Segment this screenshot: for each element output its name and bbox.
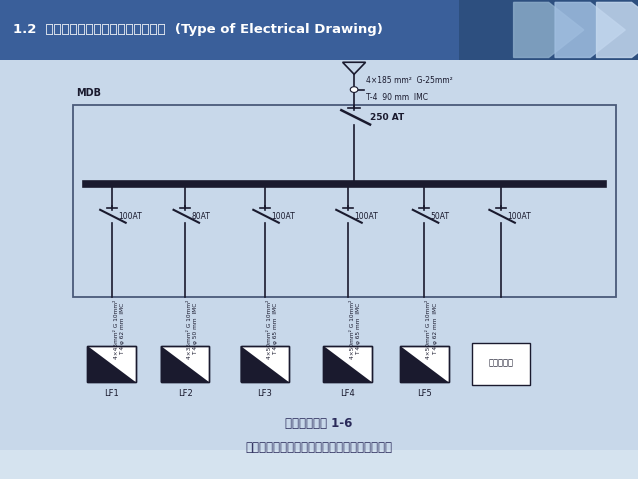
Text: 100AT: 100AT <box>118 213 142 221</box>
FancyBboxPatch shape <box>87 346 136 382</box>
Text: แสดงไดอะแกรมเส้นเดียว: แสดงไดอะแกรมเส้นเดียว <box>246 441 392 455</box>
Text: 4×50mm² G 10mm²
T 4 φ 65 mm  IMC: 4×50mm² G 10mm² T 4 φ 65 mm IMC <box>350 299 361 359</box>
Text: LF4: LF4 <box>340 389 355 399</box>
FancyBboxPatch shape <box>0 0 459 60</box>
Text: LF5: LF5 <box>417 389 432 399</box>
FancyBboxPatch shape <box>323 346 372 382</box>
Text: 100AT: 100AT <box>354 213 378 221</box>
Text: 4×185 mm²  G-25mm²: 4×185 mm² G-25mm² <box>366 76 452 85</box>
Text: MDB: MDB <box>77 88 101 98</box>
Text: 50AT: 50AT <box>431 213 450 221</box>
Text: 250 AT: 250 AT <box>370 113 404 122</box>
Polygon shape <box>400 346 449 382</box>
FancyBboxPatch shape <box>161 346 209 382</box>
Text: LF1: LF1 <box>104 389 119 399</box>
Text: LF3: LF3 <box>257 389 272 399</box>
Polygon shape <box>597 2 638 57</box>
Polygon shape <box>87 346 136 382</box>
FancyBboxPatch shape <box>472 343 530 385</box>
Text: T-4  90 mm  IMC: T-4 90 mm IMC <box>366 93 427 103</box>
FancyBboxPatch shape <box>0 0 638 60</box>
Text: 100AT: 100AT <box>271 213 295 221</box>
FancyBboxPatch shape <box>400 346 449 382</box>
Text: 4×35mm² G 10mm²
T 4 φ 50 mm  IMC: 4×35mm² G 10mm² T 4 φ 50 mm IMC <box>187 299 198 359</box>
Polygon shape <box>241 346 289 382</box>
Polygon shape <box>323 346 372 382</box>
FancyBboxPatch shape <box>0 0 638 450</box>
FancyBboxPatch shape <box>241 346 289 382</box>
Text: 4×50mm² G 10mm²
T 4 φ 62 mm  IMC: 4×50mm² G 10mm² T 4 φ 62 mm IMC <box>426 299 438 359</box>
Polygon shape <box>161 346 209 382</box>
Text: 80AT: 80AT <box>191 213 211 221</box>
Circle shape <box>350 87 358 92</box>
Text: สำรอง: สำรอง <box>488 358 514 367</box>
Polygon shape <box>514 2 584 57</box>
Text: 4×50mm² G 10mm²
T 4 φ 65 mm  IMC: 4×50mm² G 10mm² T 4 φ 65 mm IMC <box>267 299 278 359</box>
Text: 4×45mm² G 10mm²
T 4 φ 62 mm  IMC: 4×45mm² G 10mm² T 4 φ 62 mm IMC <box>114 299 125 359</box>
Text: 1.2  ชนิดของแบบไฟฟ้า  (Type of Electrical Drawing): 1.2 ชนิดของแบบไฟฟ้า (Type of Electrical … <box>13 23 383 36</box>
Text: LF2: LF2 <box>177 389 193 399</box>
FancyBboxPatch shape <box>0 450 638 479</box>
Text: 100AT: 100AT <box>507 213 531 221</box>
Polygon shape <box>555 2 625 57</box>
Text: รูปที่ 1-6: รูปที่ 1-6 <box>285 417 353 431</box>
